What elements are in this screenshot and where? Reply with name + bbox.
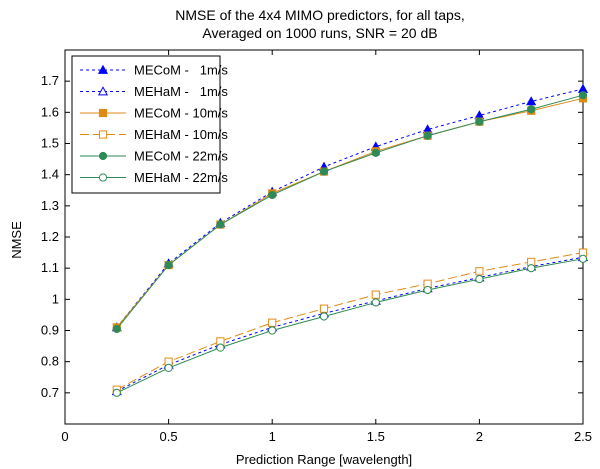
- y-tick-label: 1.6: [41, 104, 59, 119]
- x-tick-label: 2: [476, 429, 483, 444]
- data-point: [371, 290, 380, 299]
- legend-marker: [98, 130, 108, 139]
- y-tick-label: 1: [52, 291, 59, 306]
- data-point: [319, 304, 329, 313]
- y-tick-label: 1.4: [41, 167, 59, 182]
- plot-area: 0 0.5 1 1.5 2 2.5 0.7 0.8 0.9 1 1.1 1.2 1.3 1.4 1.5 1.6…: [41, 49, 592, 444]
- series-6: [112, 254, 588, 397]
- y-tick-label: 1.1: [41, 260, 59, 275]
- y-tick-label: 1.7: [41, 73, 59, 88]
- y-tick-label: 0.8: [41, 354, 59, 369]
- legend-label: MECoM - 10m/s: [134, 106, 228, 121]
- x-tick-label: 0.5: [160, 429, 178, 444]
- x-tick-label: 0: [61, 429, 68, 444]
- legend-label: MECoM - 22m/s: [134, 149, 228, 164]
- x-axis-label: Prediction Range [wavelength]: [236, 452, 412, 467]
- series-line: [116, 252, 584, 391]
- data-point: [268, 326, 277, 335]
- legend-label: MEHaM - 1m/s: [134, 84, 228, 99]
- legend-box: [71, 55, 221, 194]
- series-line: [116, 256, 584, 392]
- y-tick-label: 1.5: [41, 136, 59, 151]
- legend-label: MECoM - 1m/s: [134, 63, 228, 78]
- x-tick-label: 1: [269, 429, 276, 444]
- data-point: [423, 285, 432, 295]
- data-point: [527, 105, 536, 114]
- data-point: [319, 167, 329, 176]
- y-axis-label: NMSE: [9, 221, 24, 259]
- data-point: [164, 363, 173, 372]
- legend-marker: [98, 151, 108, 161]
- legend-marker: [97, 64, 109, 74]
- data-point: [578, 254, 588, 263]
- series-line: [116, 88, 584, 328]
- data-point: [268, 318, 277, 327]
- legend-marker: [98, 173, 108, 182]
- data-point: [112, 388, 121, 397]
- data-point: [371, 298, 380, 307]
- y-tick-label: 0.7: [41, 385, 59, 400]
- series-5: [112, 91, 588, 334]
- data-point: [164, 260, 173, 270]
- series-line: [116, 94, 584, 330]
- data-point: [371, 148, 380, 157]
- chart-title-line-1: NMSE of the 4x4 MIMO predictors, for all…: [175, 7, 464, 23]
- data-point: [319, 312, 329, 321]
- data-point: [578, 91, 588, 100]
- data-point: [216, 343, 225, 352]
- legend: MECoM - 1m/s MEHaM - 1m/s MECoM - 10m/s MEH…: [71, 55, 228, 194]
- y-tick-label: 1.3: [41, 198, 59, 213]
- x-tick-label: 1.5: [367, 429, 385, 444]
- data-point: [423, 131, 432, 140]
- legend-label: MEHaM - 10m/s: [134, 127, 228, 142]
- data-point: [475, 274, 484, 284]
- data-point: [268, 190, 277, 200]
- data-point: [475, 267, 484, 276]
- data-point: [527, 264, 536, 273]
- chart-title-line-2: Averaged on 1000 runs, SNR = 20 dB: [202, 25, 437, 41]
- data-point: [475, 117, 484, 126]
- series-line: [116, 258, 584, 394]
- data-point: [216, 220, 225, 229]
- legend-marker: [98, 108, 108, 118]
- y-tick-label: 1.2: [41, 229, 59, 244]
- data-point: [112, 324, 121, 334]
- data-point: [526, 96, 537, 106]
- y-tick-label: 0.9: [41, 323, 59, 338]
- x-tick-label: 2.5: [574, 429, 592, 444]
- legend-label: MEHaM - 22m/s: [134, 170, 228, 185]
- legend-marker: [97, 86, 109, 96]
